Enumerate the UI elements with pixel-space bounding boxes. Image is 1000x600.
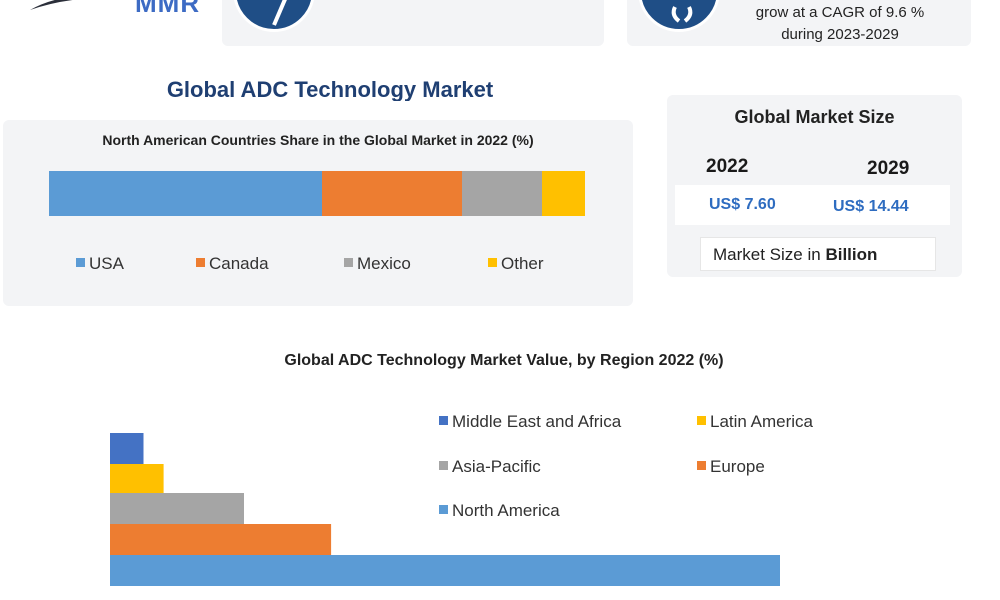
country-share-chart-title: North American Countries Share in the Gl… xyxy=(102,132,534,148)
region-legend-label-europe: Europe xyxy=(710,457,765,476)
market-value-start: US$ 7.60 xyxy=(709,196,776,213)
region-legend-swatch-europe xyxy=(697,461,706,470)
country-share-legend: USA Canada Mexico Other xyxy=(76,254,596,276)
region-legend-label-asia-pacific: Asia-Pacific xyxy=(452,457,541,476)
market-unit-bold: Billion xyxy=(825,245,878,264)
legend-label-canada: Canada xyxy=(209,254,269,273)
country-share-stacked-bar xyxy=(49,171,585,216)
legend-item-other: Other xyxy=(488,254,544,274)
stat-badge-icon xyxy=(233,0,315,32)
market-value-strip xyxy=(675,185,950,225)
year-end: 2029 xyxy=(867,158,910,179)
legend-swatch-other xyxy=(488,258,497,267)
region-legend-swatch-asia-pacific xyxy=(439,461,448,470)
region-legend-latin-america: Latin America xyxy=(697,412,813,432)
infographic-title: Global ADC Technology Market xyxy=(166,77,494,101)
market-unit-label: Market Size in Billion xyxy=(713,245,877,265)
legend-swatch-canada xyxy=(196,258,205,267)
legend-item-canada: Canada xyxy=(196,254,269,274)
legend-swatch-usa xyxy=(76,258,85,267)
region-legend-label-latin-america: Latin America xyxy=(710,412,813,431)
market-value-end: US$ 14.44 xyxy=(833,198,909,215)
stack-segment-usa xyxy=(49,171,323,216)
region-legend-label-north-america: North America xyxy=(452,501,560,520)
region-legend-mea: Middle East and Africa xyxy=(439,412,621,432)
legend-label-usa: USA xyxy=(89,254,124,273)
region-chart-title: Global ADC Technology Market Value, by R… xyxy=(284,352,724,369)
market-unit-box xyxy=(700,237,936,271)
cagr-line-1: grow at a CAGR of 9.6 % xyxy=(755,4,925,21)
growth-badge-icon xyxy=(638,0,720,32)
legend-label-other: Other xyxy=(501,254,544,273)
cagr-text: grow at a CAGR of 9.6 % during 2023-2029 xyxy=(730,2,950,46)
region-legend-asia-pacific: Asia-Pacific xyxy=(439,457,541,477)
stack-segment-canada xyxy=(322,171,462,216)
region-bar-north-america xyxy=(110,555,780,586)
region-bar-latin-america xyxy=(110,464,164,493)
region-bar-asia-pacific xyxy=(110,493,244,524)
year-start: 2022 xyxy=(706,156,749,177)
legend-label-mexico: Mexico xyxy=(357,254,411,273)
region-legend-europe: Europe xyxy=(697,457,765,477)
stack-segment-mexico xyxy=(461,171,543,216)
market-size-title: Global Market Size xyxy=(734,107,895,127)
stack-segment-other xyxy=(542,171,585,216)
region-legend-swatch-latin-america xyxy=(697,416,706,425)
logo: MMR xyxy=(25,0,215,20)
region-bar-middle-east-and-africa xyxy=(110,433,144,464)
logo-swoosh-icon xyxy=(30,0,73,10)
market-unit-prefix: Market Size in xyxy=(713,245,826,264)
region-legend-swatch-mea xyxy=(439,416,448,425)
region-legend-label-mea: Middle East and Africa xyxy=(452,412,622,431)
cagr-line-2: during 2023-2029 xyxy=(781,26,899,43)
legend-swatch-mexico xyxy=(344,258,353,267)
region-bar-europe xyxy=(110,524,332,555)
region-legend-north-america: North America xyxy=(439,501,560,521)
legend-item-mexico: Mexico xyxy=(344,254,411,274)
logo-text: MMR xyxy=(135,0,201,18)
region-legend-swatch-north-america xyxy=(439,505,448,514)
legend-item-usa: USA xyxy=(76,254,124,274)
